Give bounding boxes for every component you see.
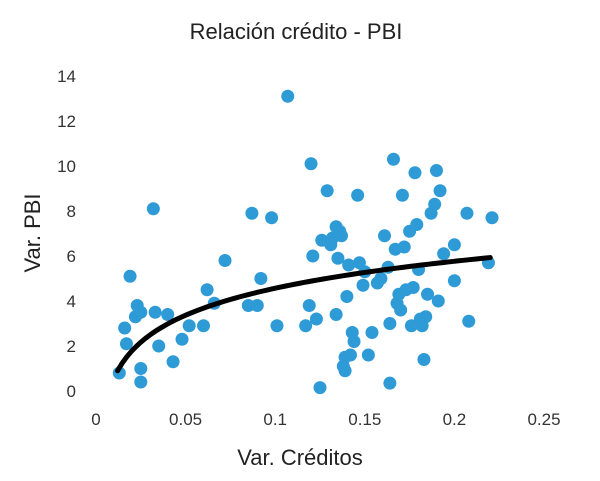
- data-point: [343, 348, 357, 362]
- data-point: [356, 278, 370, 292]
- data-point: [447, 274, 461, 288]
- data-point: [250, 299, 264, 312]
- x-tick-label: 0.15: [348, 410, 381, 429]
- x-tick-labels: 0 0.05 0.1 0.15 0.2 0.25: [91, 410, 560, 429]
- data-point: [152, 339, 166, 353]
- data-point: [365, 326, 379, 339]
- data-point: [347, 335, 361, 348]
- data-point: [383, 317, 397, 330]
- data-point: [408, 166, 422, 180]
- data-point: [378, 229, 392, 243]
- data-point: [395, 188, 409, 202]
- data-point: [340, 290, 354, 303]
- y-tick-label: 8: [67, 202, 76, 221]
- chart-title: Relación crédito - PBI: [190, 19, 403, 44]
- data-point: [428, 197, 442, 211]
- data-point: [397, 240, 411, 254]
- x-axis-title: Var. Créditos: [237, 445, 363, 470]
- y-tick-label: 10: [57, 157, 76, 176]
- data-point: [241, 299, 255, 312]
- data-point: [394, 303, 408, 317]
- data-point: [429, 164, 443, 177]
- data-point: [351, 188, 365, 202]
- data-point: [197, 319, 211, 333]
- data-point: [335, 229, 349, 243]
- data-point: [182, 319, 196, 333]
- data-point: [148, 305, 162, 319]
- data-point: [134, 375, 148, 389]
- y-tick-label: 0: [67, 382, 76, 401]
- data-point: [331, 251, 345, 265]
- data-point: [361, 348, 375, 362]
- data-point: [134, 362, 148, 375]
- x-tick-label: 0.05: [169, 410, 202, 429]
- data-point: [462, 314, 476, 328]
- y-tick-label: 2: [67, 337, 76, 356]
- data-point: [329, 308, 343, 321]
- x-tick-label: 0.2: [443, 410, 467, 429]
- data-point: [254, 272, 268, 285]
- data-point: [437, 247, 451, 261]
- data-point: [417, 353, 431, 366]
- data-point: [460, 206, 474, 220]
- data-point: [134, 305, 148, 319]
- trend-line: [115, 255, 493, 374]
- data-point: [485, 211, 499, 225]
- data-point: [281, 89, 295, 103]
- data-point: [433, 184, 447, 198]
- y-tick-label: 4: [67, 292, 76, 311]
- data-point: [431, 294, 445, 308]
- data-point: [313, 381, 327, 395]
- data-point: [309, 312, 323, 326]
- data-point: [447, 238, 461, 252]
- y-tick-label: 14: [57, 67, 76, 86]
- data-point: [245, 206, 259, 220]
- x-tick-label: 0: [91, 410, 100, 429]
- data-point: [166, 355, 180, 369]
- data-point: [306, 249, 320, 263]
- y-tick-labels: 0 2 4 6 8 10 12 14: [57, 67, 76, 401]
- data-point: [175, 332, 189, 346]
- data-point: [419, 310, 433, 324]
- data-point: [386, 152, 400, 166]
- data-point: [404, 319, 418, 333]
- data-point: [218, 254, 232, 267]
- data-point: [374, 272, 388, 285]
- data-point: [200, 283, 214, 297]
- data-point: [421, 287, 435, 301]
- data-point: [123, 269, 137, 283]
- data-point: [410, 218, 424, 231]
- data-point: [302, 299, 316, 312]
- data-point: [383, 376, 397, 390]
- data-point: [119, 337, 133, 351]
- data-point: [342, 258, 356, 272]
- data-point: [265, 211, 279, 225]
- data-point: [338, 364, 352, 378]
- data-point: [146, 202, 160, 216]
- y-tick-label: 12: [57, 112, 76, 131]
- data-points: [112, 89, 499, 395]
- x-tick-label: 0.1: [263, 410, 287, 429]
- x-tick-label: 0.25: [527, 410, 560, 429]
- data-point: [304, 157, 318, 171]
- data-point: [161, 308, 175, 321]
- data-point: [270, 319, 284, 333]
- data-point: [299, 319, 313, 333]
- y-tick-label: 6: [67, 247, 76, 266]
- data-point: [406, 281, 420, 294]
- data-point: [320, 184, 334, 198]
- y-axis-title: Var. PBI: [20, 193, 45, 272]
- data-point: [118, 321, 132, 335]
